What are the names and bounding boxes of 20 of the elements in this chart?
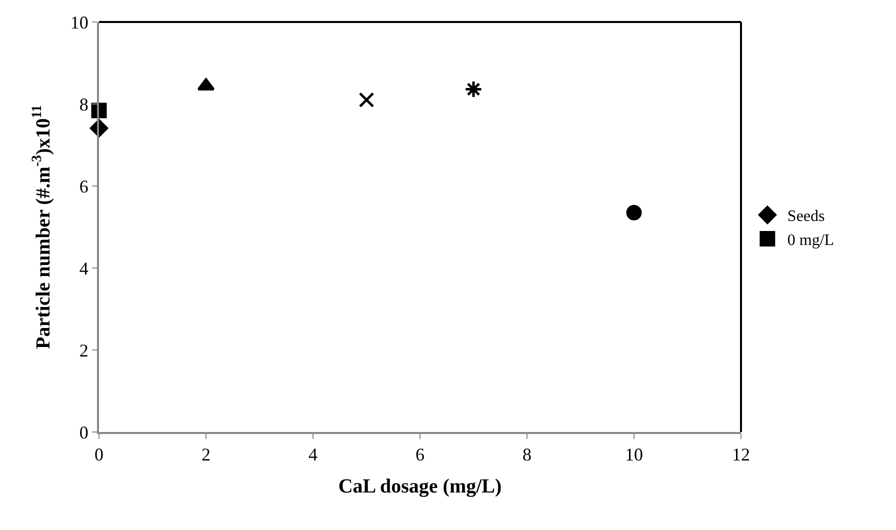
point	[91, 102, 107, 118]
x-tick-label: 8	[522, 444, 532, 465]
y-tick-label: 6	[79, 176, 88, 196]
y-tick-label: 2	[79, 340, 88, 360]
x-tick-label: 2	[202, 444, 210, 465]
x-axis-title: CaL dosage (mg/L)	[338, 476, 502, 498]
y-tick-label: 8	[79, 94, 88, 114]
y-tick-label: 4	[79, 258, 88, 278]
y-tick-label: 0	[79, 422, 88, 442]
x-tick-label: 0	[94, 444, 104, 465]
y-tick-label: 10	[70, 12, 88, 32]
x-tick-label: 6	[416, 444, 424, 465]
x-tick-label: 10	[625, 444, 643, 465]
point	[626, 204, 642, 220]
x-tick-label: 4	[308, 444, 318, 465]
point	[358, 92, 374, 108]
legend-label: Seeds	[787, 208, 825, 226]
legend-label: 0 mg/L	[787, 232, 834, 249]
x-tick-label: 12	[732, 444, 750, 465]
point	[464, 80, 483, 98]
